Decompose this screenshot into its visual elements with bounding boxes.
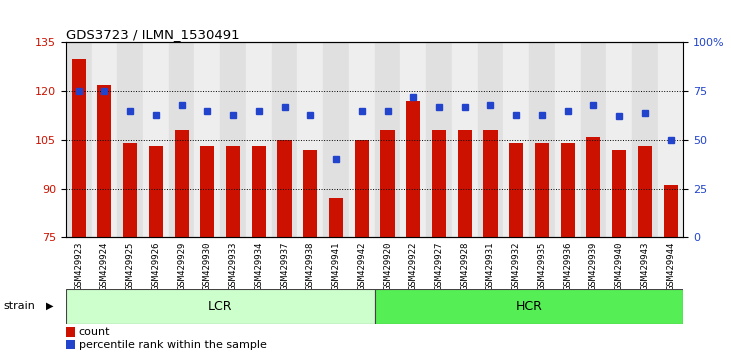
Bar xyxy=(66,289,375,324)
Bar xyxy=(298,42,323,237)
Bar xyxy=(452,42,477,237)
Text: GDS3723 / ILMN_1530491: GDS3723 / ILMN_1530491 xyxy=(66,28,240,41)
Bar xyxy=(426,42,452,237)
Bar xyxy=(66,42,91,237)
Bar xyxy=(175,130,189,237)
Bar xyxy=(72,59,86,237)
Text: strain: strain xyxy=(4,301,36,311)
Bar xyxy=(658,42,683,237)
Bar xyxy=(97,85,111,237)
Bar xyxy=(380,130,395,237)
Text: count: count xyxy=(79,327,110,337)
Bar xyxy=(329,198,343,237)
Bar xyxy=(169,42,194,237)
Bar xyxy=(374,42,401,237)
Bar xyxy=(483,130,498,237)
Bar xyxy=(664,185,678,237)
Bar xyxy=(535,143,549,237)
Text: HCR: HCR xyxy=(515,300,542,313)
Bar xyxy=(149,146,163,237)
Bar xyxy=(226,146,240,237)
Bar xyxy=(66,327,75,337)
Bar xyxy=(406,101,420,237)
Bar xyxy=(638,146,652,237)
Bar xyxy=(432,130,446,237)
Text: percentile rank within the sample: percentile rank within the sample xyxy=(79,339,267,349)
Bar xyxy=(349,42,374,237)
Bar xyxy=(143,42,169,237)
Bar xyxy=(272,42,298,237)
Bar xyxy=(117,42,143,237)
Bar xyxy=(123,143,137,237)
Bar xyxy=(586,137,600,237)
Bar xyxy=(251,146,266,237)
Text: ▶: ▶ xyxy=(46,301,53,311)
Bar xyxy=(580,42,606,237)
Bar xyxy=(355,140,369,237)
Bar xyxy=(303,149,317,237)
Bar xyxy=(278,140,292,237)
Bar xyxy=(66,340,75,349)
Bar xyxy=(606,42,632,237)
Bar xyxy=(509,143,523,237)
Bar xyxy=(194,42,220,237)
Bar xyxy=(375,289,683,324)
Bar xyxy=(555,42,580,237)
Bar xyxy=(477,42,504,237)
Bar xyxy=(529,42,555,237)
Bar xyxy=(246,42,272,237)
Bar xyxy=(323,42,349,237)
Text: LCR: LCR xyxy=(208,300,232,313)
Bar xyxy=(632,42,658,237)
Bar xyxy=(91,42,117,237)
Bar xyxy=(612,149,626,237)
Bar xyxy=(220,42,246,237)
Bar xyxy=(200,146,214,237)
Bar xyxy=(401,42,426,237)
Bar xyxy=(504,42,529,237)
Bar xyxy=(561,143,575,237)
Bar xyxy=(458,130,471,237)
